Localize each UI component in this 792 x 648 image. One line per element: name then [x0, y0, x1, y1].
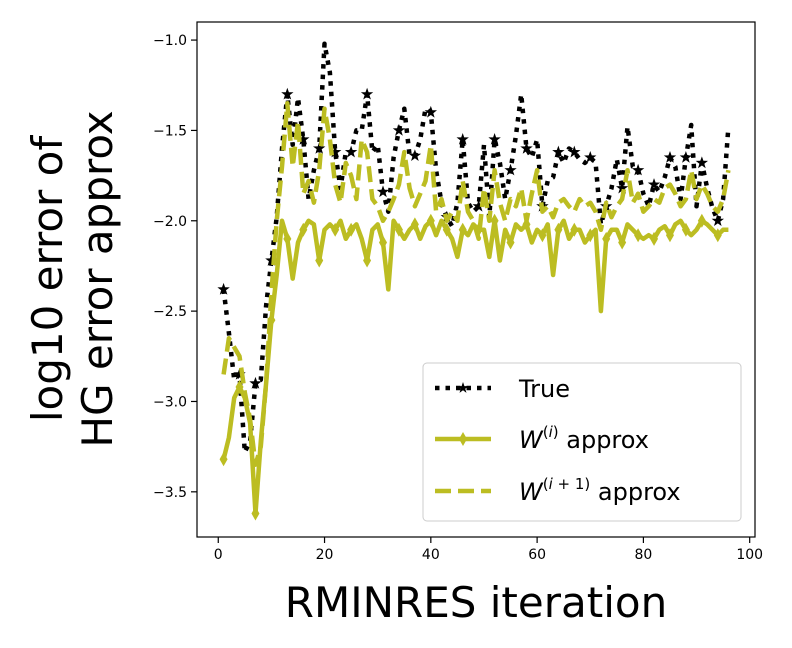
series-wi-point [458, 222, 467, 237]
series-true-point [376, 185, 390, 198]
series-true-point [631, 163, 645, 176]
y-tick-label: −2.0 [153, 214, 187, 230]
series-wi-point [347, 222, 356, 237]
series-true-point [552, 145, 565, 158]
series-true-point [344, 145, 358, 158]
series-wi-point [538, 228, 547, 243]
series-true-point [568, 145, 581, 158]
series-true-point [472, 199, 485, 212]
series-true-point [504, 163, 517, 176]
legend-label-wi: W(i) approx [519, 423, 649, 454]
series-wi-point [219, 452, 228, 467]
x-tick-label: 40 [422, 547, 440, 563]
series-wi-point [618, 235, 627, 250]
series-true-point [281, 87, 294, 100]
series-true-point [408, 149, 422, 161]
series-wi-point [299, 222, 308, 237]
series-wi-point [713, 228, 722, 243]
series-true-point [616, 181, 629, 194]
x-axis-ticks: 0 20 40 60 80 100 [214, 537, 763, 563]
series-wi-point [586, 228, 595, 243]
series-true-point [329, 145, 342, 158]
y-tick-label: −3.0 [153, 394, 187, 410]
series-true-point [297, 133, 310, 145]
series-wi-point [490, 213, 499, 228]
series-wi-point [379, 235, 387, 250]
series-true-point [520, 142, 533, 154]
legend-label-true: True [518, 375, 570, 403]
series-wi-point [681, 222, 690, 237]
series-true-point [249, 376, 262, 389]
legend-wi-marker [459, 432, 467, 446]
x-tick-label: 60 [528, 547, 546, 563]
series-true-point [663, 151, 677, 163]
y-axis-label-line-2: HG error approx [73, 110, 122, 447]
series-true-point [488, 133, 501, 145]
plot-series [217, 41, 731, 521]
series-wi-point [442, 222, 451, 237]
series-true-point [679, 151, 693, 163]
legend: True W(i) approx W(i + 1) approx [422, 362, 742, 522]
series-true-point [584, 151, 597, 163]
x-axis-label: RMINRES iteration [285, 578, 667, 627]
series-true-point [695, 156, 708, 169]
y-tick-label: −1.5 [153, 123, 187, 139]
legend-true-marker [457, 382, 469, 393]
x-tick-label: 80 [634, 547, 652, 563]
series-wi-point [665, 228, 674, 243]
legend-box [422, 362, 742, 522]
y-tick-label: −1.0 [153, 33, 187, 49]
y-axis-label-line-1: log10 error of [23, 135, 72, 423]
series-true-point [217, 282, 230, 295]
series-wi-point [410, 217, 419, 232]
series-wi-point [426, 213, 435, 228]
series-wi1-line [221, 101, 731, 467]
series-wi-point [570, 222, 579, 237]
series-wi-point [506, 235, 515, 250]
series-wi-point [283, 231, 292, 246]
series-wi-point [363, 253, 372, 268]
series-true-point [313, 142, 326, 154]
y-tick-label: −3.5 [153, 485, 187, 501]
series-true-point [360, 87, 374, 100]
plot-frame [196, 21, 756, 538]
x-tick-label: 100 [736, 547, 763, 563]
series-wi-point [315, 253, 324, 268]
y-axis-ticks: −3.5 −3.0 −2.5 −2.0 −1.5 −1.0 [153, 33, 197, 501]
series-true-point [233, 367, 246, 380]
x-tick-label: 20 [316, 547, 334, 563]
series-wi-point [251, 506, 260, 521]
x-tick-label: 0 [214, 547, 223, 563]
series-true-point [392, 123, 406, 136]
series-wi-point [697, 213, 706, 228]
series-true-point [711, 214, 724, 226]
series-wi-point [554, 222, 563, 237]
series-true-point [647, 178, 661, 190]
series-true-point [265, 254, 278, 266]
series-true-point [424, 105, 437, 118]
series-true-point [456, 133, 469, 145]
series-wi-point [331, 222, 340, 237]
series-wi-point [394, 222, 403, 237]
y-tick-label: −2.5 [153, 304, 187, 320]
legend-label-wi1: W(i + 1) approx [519, 475, 681, 506]
series-wi-point [634, 228, 643, 243]
series-wi-point [650, 231, 659, 246]
series-wi-point [602, 231, 611, 246]
